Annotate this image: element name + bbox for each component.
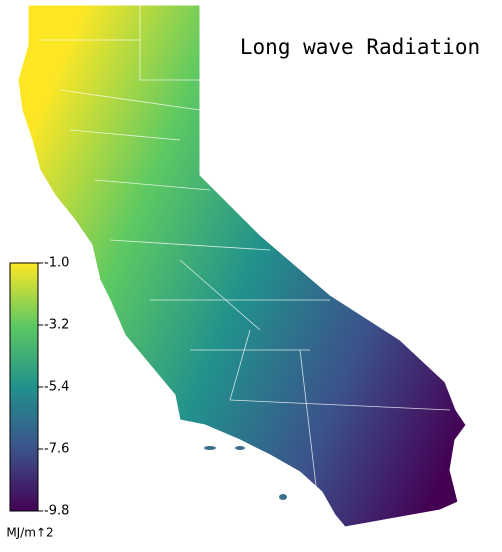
county-lines	[40, 5, 451, 521]
island	[279, 494, 287, 500]
colorbar-tick-label: -7.6	[44, 442, 69, 457]
colorbar-unit: MJ/m↑2	[6, 526, 53, 540]
colorbar-tick-label: -3.2	[44, 318, 69, 333]
island	[204, 446, 216, 450]
colorbar-tick-label: -5.4	[44, 380, 69, 395]
colorbar-tick-label: -1.0	[44, 256, 69, 271]
colorbar-tick-label: -9.8	[44, 504, 69, 519]
island	[235, 446, 245, 450]
colorbar	[9, 262, 39, 512]
map-title: Long wave Radiation	[240, 35, 480, 59]
